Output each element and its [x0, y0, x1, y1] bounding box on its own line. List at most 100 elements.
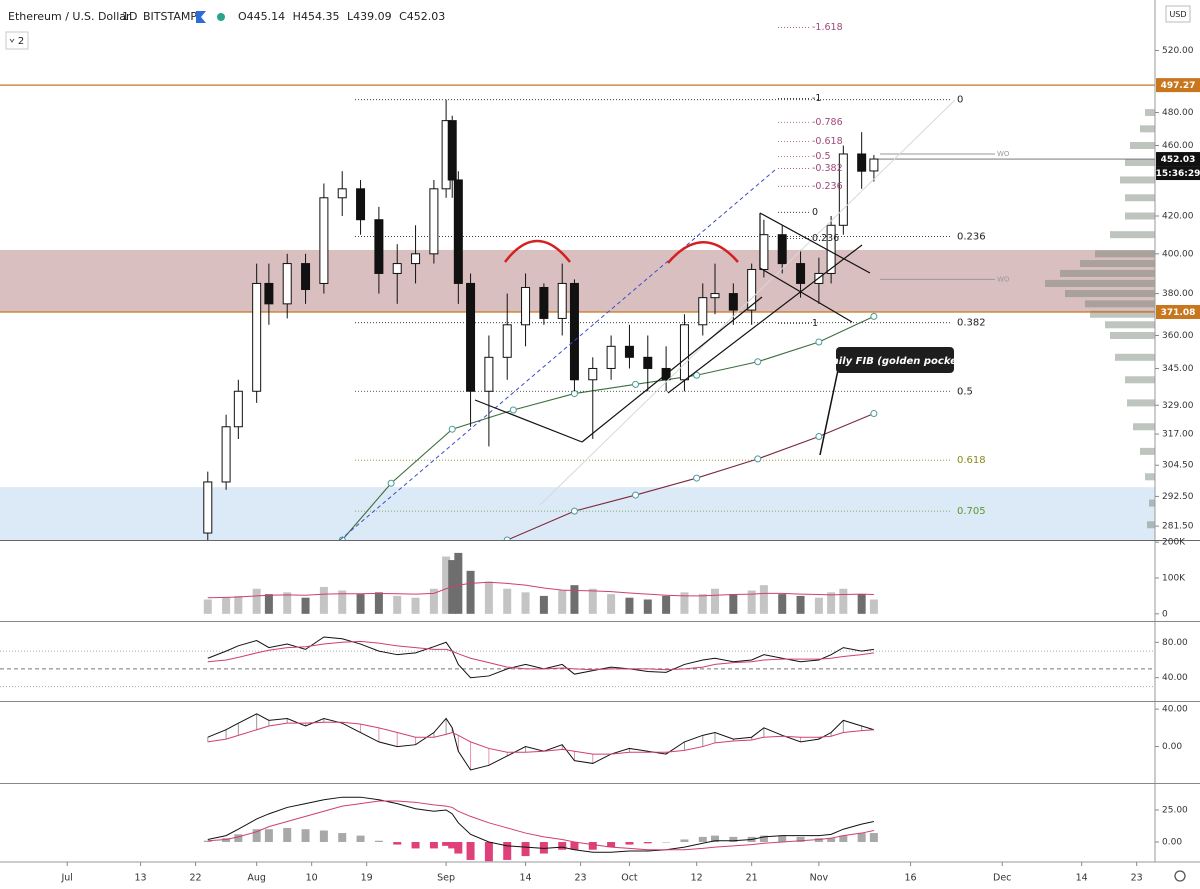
volume-bar — [454, 552, 463, 614]
histogram-bar — [264, 829, 273, 843]
volume-ma — [207, 581, 874, 599]
fib-level-label: 0 — [957, 95, 963, 106]
x-tick-label: Dec — [993, 873, 1011, 884]
fib-level-label: 0.236 — [957, 232, 986, 243]
volume-profile-bar — [1149, 499, 1155, 507]
volume-profile-bar — [1110, 231, 1155, 239]
fib-level-label: 0 — [812, 207, 818, 218]
y-tick-label: 100K — [1162, 573, 1186, 583]
volume-bar — [393, 595, 402, 614]
y-tick-label: 380.00 — [1162, 289, 1194, 299]
volume-bar — [778, 594, 787, 614]
ma-marker — [693, 371, 701, 379]
volume-bar — [466, 570, 475, 614]
volume-profile-bar — [1125, 212, 1155, 220]
annotation-pointer — [819, 369, 839, 456]
volume-profile-bar — [1090, 310, 1155, 318]
y-tick-label: 329.00 — [1162, 401, 1194, 411]
volume-bar — [869, 599, 878, 614]
y-tick-label: 460.00 — [1162, 141, 1194, 151]
x-tick-label: 22 — [190, 873, 202, 884]
currency-label: USD — [1169, 10, 1186, 19]
histogram-bar — [588, 842, 597, 850]
volume-bar — [570, 585, 579, 614]
ma-marker — [815, 433, 823, 441]
x-tick-label: 14 — [520, 873, 532, 884]
candle-body — [557, 282, 567, 319]
histogram-bar — [484, 842, 493, 862]
volume-bar — [484, 581, 493, 614]
status-icon — [217, 13, 225, 21]
main-background-layer — [0, 27, 1155, 540]
volume-profile-bar — [1120, 176, 1155, 184]
candle-body — [203, 481, 213, 534]
x-tick-label: Sep — [437, 873, 455, 884]
volume-profile-bar — [1145, 473, 1155, 481]
volume-bar — [643, 599, 652, 614]
y-tick-label: 292.50 — [1162, 492, 1194, 502]
candle-body — [282, 263, 292, 305]
volume-bar — [857, 594, 866, 614]
candle-body — [221, 426, 231, 483]
volume-bar — [814, 597, 823, 614]
candle-body — [453, 179, 463, 284]
x-tick-label: Oct — [621, 873, 638, 884]
volume-bar — [759, 585, 768, 614]
volume-bar — [558, 590, 567, 614]
fib-level-label: -0.618 — [812, 136, 843, 147]
y-tick-label: 400.00 — [1162, 249, 1194, 259]
candle-body — [588, 367, 598, 381]
histogram-bar — [662, 842, 671, 843]
volume-profile-bar — [1140, 125, 1155, 133]
histogram-bar — [625, 842, 634, 845]
volume-profile-bar — [1130, 142, 1155, 150]
x-tick-label: Aug — [247, 873, 266, 884]
ohlc-value: 454.35 — [301, 10, 340, 23]
histogram-bar — [222, 838, 231, 843]
price-badge — [1156, 78, 1200, 93]
volume-bar — [429, 588, 438, 614]
ma-marker — [632, 491, 640, 499]
candle-body — [747, 268, 757, 311]
ohlc-value: 445.14 — [247, 10, 286, 23]
volume-bar — [539, 595, 548, 614]
settings-icon[interactable] — [1174, 870, 1186, 882]
fib-level-label: 0.236 — [812, 233, 839, 244]
fib-level-label: -0.786 — [812, 117, 843, 128]
fib-level-label: -0.5 — [812, 151, 831, 162]
indicator-line — [207, 721, 874, 755]
volume-profile-bar — [1125, 376, 1155, 384]
wedge-line — [759, 267, 853, 323]
candle-body — [429, 188, 439, 255]
candle-body — [624, 345, 634, 358]
y-tick-label: 304.50 — [1162, 461, 1194, 471]
y-tick-label: 200K — [1162, 538, 1186, 548]
volume-profile-bar — [1110, 331, 1155, 339]
ma-marker — [693, 474, 701, 482]
candle-body — [374, 219, 384, 274]
y-tick-label: 0.00 — [1162, 742, 1182, 752]
exchange: BITSTAMP — [143, 10, 197, 23]
flag-icon[interactable] — [196, 11, 206, 23]
wo-label: WO — [997, 275, 1010, 283]
y-tick-label: 317.00 — [1162, 430, 1194, 440]
ma-marker — [870, 410, 878, 418]
volume-bar — [442, 556, 451, 614]
volume-profile-bar — [1045, 279, 1155, 287]
volume-profile-bar — [1147, 521, 1155, 529]
fib-level-label: 0.382 — [957, 318, 986, 329]
candle-body — [337, 188, 347, 199]
indicator-toggle[interactable] — [5, 31, 29, 50]
candle-body — [319, 197, 329, 284]
fib-level-label: -0.382 — [812, 163, 843, 174]
y-tick-label: 80.00 — [1162, 638, 1188, 648]
indicator-count: 2 — [18, 36, 24, 47]
overlay-layer: Daily FIB (golden pocket) 0 0.236 0.382 0.5… — [812, 22, 1010, 517]
candle-body — [264, 282, 274, 305]
currency-box[interactable] — [1165, 5, 1191, 23]
histogram-bar — [283, 827, 292, 843]
y-tick-label: 360.00 — [1162, 331, 1194, 341]
volume-bar — [503, 588, 512, 614]
ma-marker — [870, 312, 878, 320]
